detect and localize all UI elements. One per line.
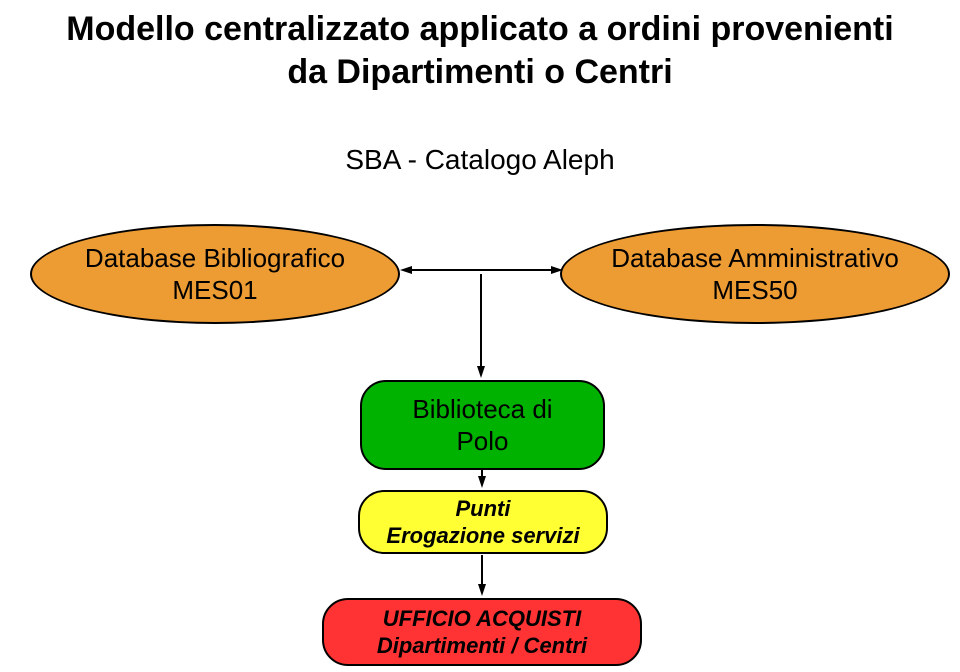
node-line1: UFFICIO ACQUISTI — [383, 606, 581, 631]
node-biblioteca-di-polo: Biblioteca di Polo — [360, 380, 605, 470]
page-title: Modello centralizzato applicato a ordini… — [0, 8, 960, 93]
node-label: Database Amministrativo MES50 — [611, 242, 899, 307]
title-line2: da Dipartimenti o Centri — [287, 53, 672, 91]
node-ufficio-acquisti: UFFICIO ACQUISTI Dipartimenti / Centri — [322, 598, 642, 666]
subtitle-text: SBA - Catalogo Aleph — [345, 144, 614, 175]
node-line2: Polo — [456, 426, 508, 456]
node-line2: Erogazione servizi — [386, 523, 579, 548]
node-database-bibliografico: Database Bibliografico MES01 — [30, 224, 400, 324]
node-line1: Punti — [456, 496, 511, 521]
node-label: UFFICIO ACQUISTI Dipartimenti / Centri — [377, 605, 587, 660]
node-line2: Dipartimenti / Centri — [377, 633, 587, 658]
node-line1: Database Bibliografico — [85, 243, 345, 273]
node-label: Database Bibliografico MES01 — [85, 242, 345, 307]
node-line1: Database Amministrativo — [611, 243, 899, 273]
node-line2: MES01 — [172, 275, 257, 305]
node-line2: MES50 — [712, 275, 797, 305]
connectors-layer — [0, 0, 960, 672]
node-label: Biblioteca di Polo — [412, 393, 552, 458]
node-label: Punti Erogazione servizi — [386, 495, 579, 550]
title-line1: Modello centralizzato applicato a ordini… — [66, 10, 893, 48]
subtitle: SBA - Catalogo Aleph — [280, 144, 680, 176]
node-punti-erogazione-servizi: Punti Erogazione servizi — [358, 490, 608, 554]
node-line1: Biblioteca di — [412, 394, 552, 424]
node-database-amministrativo: Database Amministrativo MES50 — [560, 224, 950, 324]
